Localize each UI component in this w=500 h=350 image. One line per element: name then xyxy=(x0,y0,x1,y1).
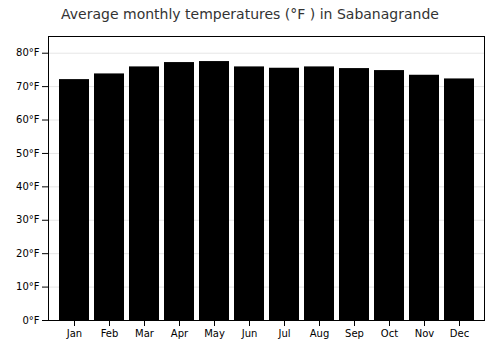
svg-text:60°F: 60°F xyxy=(16,114,40,125)
svg-text:20°F: 20°F xyxy=(16,248,40,259)
svg-text:Dec: Dec xyxy=(450,328,469,339)
html-text:Average monthly temperatures (: Average monthly temperatures (°F ) in Sa… xyxy=(61,6,439,22)
svg-text:30°F: 30°F xyxy=(16,214,40,225)
svg-text:10°F: 10°F xyxy=(16,281,40,292)
svg-text:50°F: 50°F xyxy=(16,148,40,159)
svg-text:Sep: Sep xyxy=(345,328,364,339)
svg-text:Jun: Jun xyxy=(241,328,258,339)
svg-text:40°F: 40°F xyxy=(16,181,40,192)
svg-text:Apr: Apr xyxy=(171,328,189,339)
svg-text:80°F: 80°F xyxy=(16,47,40,58)
svg-text:0°F: 0°F xyxy=(22,315,39,326)
svg-text:May: May xyxy=(204,328,225,339)
svg-text:Mar: Mar xyxy=(135,328,155,339)
svg-text:70°F: 70°F xyxy=(16,81,40,92)
svg-text:Jul: Jul xyxy=(277,328,290,339)
svg-text:Feb: Feb xyxy=(101,328,119,339)
svg-text:Aug: Aug xyxy=(310,328,330,339)
svg-text:Nov: Nov xyxy=(415,328,435,339)
svg-text:Oct: Oct xyxy=(381,328,398,339)
svg-text:Jan: Jan xyxy=(66,328,82,339)
